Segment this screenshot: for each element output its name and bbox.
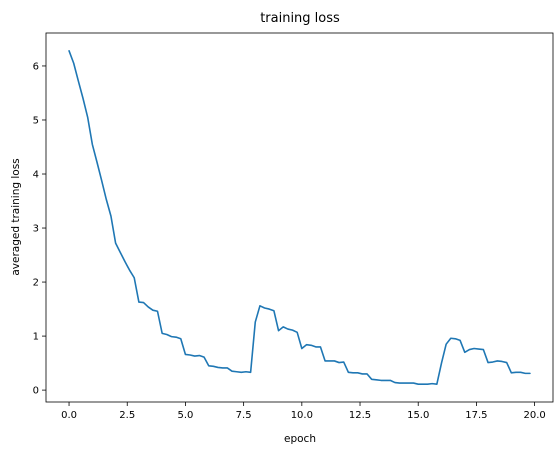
axes-frame bbox=[45, 32, 554, 403]
training-loss-line bbox=[68, 50, 531, 385]
y-tick-label: 3 bbox=[33, 224, 39, 235]
x-tick-label: 7.5 bbox=[236, 410, 252, 421]
x-tick-label: 15.0 bbox=[407, 410, 429, 421]
x-tick-label: 2.5 bbox=[119, 410, 135, 421]
x-tick-label: 17.5 bbox=[465, 410, 487, 421]
y-tick-label: 5 bbox=[33, 115, 39, 126]
y-axis-label: averaged training loss bbox=[10, 158, 22, 275]
x-tick-label: 5.0 bbox=[177, 410, 193, 421]
x-tick-label: 0.0 bbox=[61, 410, 77, 421]
x-tick-label: 12.5 bbox=[349, 410, 371, 421]
y-tick-label: 1 bbox=[33, 332, 39, 343]
x-tick-label: 10.0 bbox=[291, 410, 313, 421]
chart-title: training loss bbox=[260, 11, 340, 26]
x-axis-label: epoch bbox=[284, 433, 316, 445]
y-axis-ticks: 0 1 2 3 4 5 6 bbox=[33, 61, 46, 397]
x-axis-ticks: 0.0 2.5 5.0 7.5 10.0 12.5 15.0 17.5 20.0 bbox=[61, 402, 546, 421]
y-tick-label: 2 bbox=[33, 278, 39, 289]
y-tick-label: 6 bbox=[33, 61, 39, 72]
y-tick-label: 4 bbox=[33, 170, 39, 181]
y-tick-label: 0 bbox=[33, 386, 39, 397]
x-tick-label: 20.0 bbox=[523, 410, 545, 421]
